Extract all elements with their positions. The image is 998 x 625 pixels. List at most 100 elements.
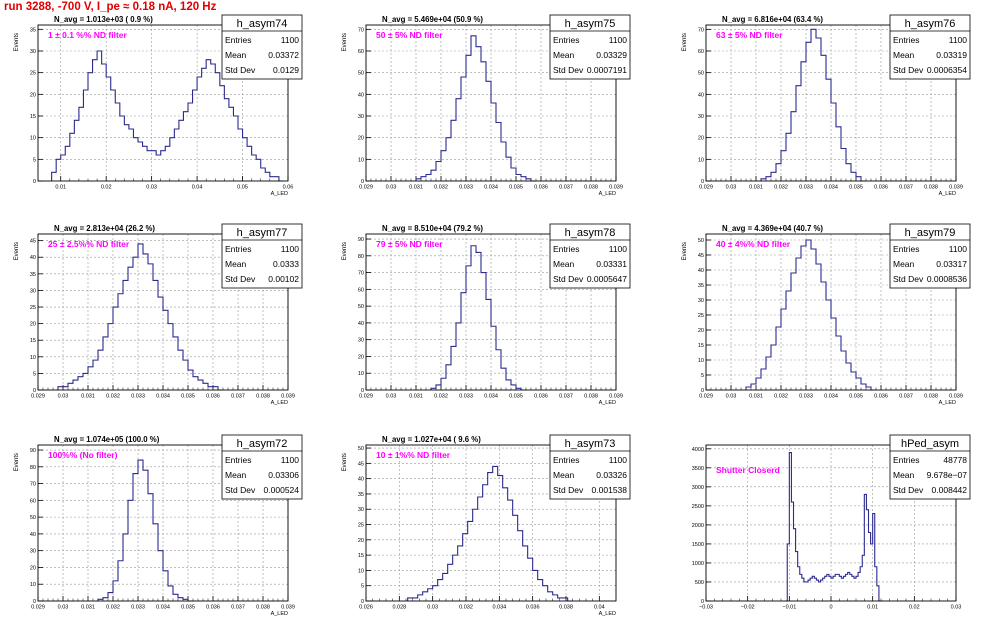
y-tick-label: 50 [698, 238, 704, 244]
stats-box [221, 434, 303, 500]
x-tick-label: 0.026 [359, 605, 373, 611]
histogram-panel-h_asym79: 0.029 0.03 0.031 0.032 0.033 0.034 0.035 0.036 0… [682, 223, 971, 406]
plot-frame [37, 444, 289, 602]
x-tick-label: 0.029 [359, 185, 373, 191]
plot-frame [37, 233, 289, 391]
histogram-panel-h_asym74: 0.01 0.02 0.03 0.04 0.05 0.06 0 5 10 15 20 25 30 35 Ev… [14, 14, 303, 197]
x-tick-label: 0.029 [31, 394, 45, 400]
y-tick-label: 50 [358, 71, 364, 77]
y-tick-label: 45 [30, 239, 36, 245]
run-title: run 3288, -700 V, I_pe ≈ 0.18 nA, 120 Hz [4, 1, 217, 13]
stats-value: 0.03306 [268, 470, 299, 480]
y-tick-label: 35 [30, 27, 36, 33]
filter-label: 100%% (No filter) [48, 450, 118, 460]
y-tick-label: 35 [358, 492, 364, 498]
histogram-line [785, 452, 884, 602]
y-tick-label: 5 [33, 157, 36, 163]
filter-label: Shutter Closerd [716, 465, 780, 475]
x-tick-label: 0.039 [609, 394, 623, 400]
y-axis-title: Events [14, 33, 20, 51]
x-axis-title: A_LED [271, 611, 288, 617]
x-tick-label: 0.032 [774, 394, 788, 400]
stats-value: 0.03372 [268, 50, 299, 60]
stats-label: Entries [553, 35, 579, 45]
stats-box [549, 434, 631, 500]
plot-frame [365, 24, 617, 182]
y-axis-title: Events [682, 33, 688, 51]
y-tick-label: 0 [33, 599, 36, 605]
x-tick-label: 0.029 [699, 185, 713, 191]
y-tick-label: 50 [30, 515, 36, 521]
stats-label: Entries [893, 35, 919, 45]
y-tick-label: 0 [361, 388, 364, 394]
y-tick-label: 30 [358, 338, 364, 344]
x-tick-label: 0.06 [283, 185, 294, 191]
y-tick-label: 20 [30, 92, 36, 98]
stats-label: Std Dev [225, 274, 256, 284]
y-tick-label: 80 [358, 254, 364, 260]
x-tick-label: 0.029 [31, 605, 45, 611]
x-tick-label: 0.031 [749, 185, 763, 191]
y-tick-label: 50 [698, 71, 704, 77]
y-tick-label: 70 [30, 482, 36, 488]
y-tick-label: 10 [358, 157, 364, 163]
stats-label: Mean [893, 470, 915, 480]
stats-label: Std Dev [893, 485, 924, 495]
y-tick-label: 35 [698, 283, 704, 289]
x-tick-label: 0.034 [156, 605, 170, 611]
stats-value: 0.001538 [592, 485, 628, 495]
filter-label: 79 ± 5% ND filter [376, 239, 443, 249]
y-tick-label: 20 [358, 136, 364, 142]
plot-frame [705, 233, 957, 391]
stats-box [549, 223, 631, 289]
x-axis-title: A_LED [599, 611, 616, 617]
x-tick-label: 0.037 [559, 394, 573, 400]
histogram-panel-h_asym78: 0.029 0.03 0.031 0.032 0.033 0.034 0.035 0.036 0… [342, 223, 631, 406]
y-tick-label: 0 [33, 388, 36, 394]
y-tick-label: 30 [358, 114, 364, 120]
x-tick-label: 0.036 [206, 605, 220, 611]
histogram-line [407, 465, 573, 602]
n-avg-label: N_avg = 8.510e+04 (79.2 %) [382, 224, 483, 233]
x-tick-label: −0.01 [782, 605, 796, 611]
x-tick-label: 0.034 [492, 605, 506, 611]
x-tick-label: 0.036 [874, 185, 888, 191]
y-axis-title: Events [342, 242, 348, 260]
stats-title: h_asym78 [565, 227, 616, 239]
n-avg-label: N_avg = 1.013e+03 ( 0.9 %) [54, 15, 153, 24]
y-tick-label: 25 [30, 305, 36, 311]
y-tick-label: 30 [698, 298, 704, 304]
x-tick-label: 0.034 [824, 185, 838, 191]
x-tick-label: 0.037 [559, 185, 573, 191]
n-avg-label: N_avg = 4.369e+04 (40.7 %) [722, 224, 823, 233]
y-tick-label: 40 [30, 532, 36, 538]
histogram-panel-h_asym75: 0.029 0.03 0.031 0.032 0.033 0.034 0.035 0.036 0… [342, 14, 631, 197]
x-tick-label: 0.035 [181, 394, 195, 400]
x-tick-label: 0.037 [899, 185, 913, 191]
stats-value: 0.0005647 [587, 274, 627, 284]
y-axis-title: Events [342, 453, 348, 471]
y-tick-label: 10 [30, 136, 36, 142]
x-tick-label: 0.036 [534, 185, 548, 191]
filter-label: 10 ± 1%% ND filter [376, 450, 451, 460]
x-tick-label: 0.031 [749, 394, 763, 400]
y-tick-label: 50 [358, 446, 364, 452]
y-tick-label: 10 [30, 582, 36, 588]
stats-title: h_asym76 [905, 18, 956, 30]
x-tick-label: 0.039 [281, 394, 295, 400]
stats-label: Mean [553, 259, 575, 269]
x-tick-label: 0.03 [726, 185, 737, 191]
y-tick-label: 25 [698, 313, 704, 319]
x-tick-label: 0.03 [58, 605, 69, 611]
y-tick-label: 60 [358, 49, 364, 55]
stats-box [549, 14, 631, 80]
x-tick-label: 0.032 [106, 394, 120, 400]
y-tick-label: 20 [358, 538, 364, 544]
x-tick-label: 0.04 [594, 605, 605, 611]
y-tick-label: 90 [358, 237, 364, 243]
y-tick-label: 10 [698, 358, 704, 364]
filter-label: 50 ± 5% ND filter [376, 30, 443, 40]
stats-label: Mean [225, 50, 247, 60]
y-axis-title: Events [682, 242, 688, 260]
